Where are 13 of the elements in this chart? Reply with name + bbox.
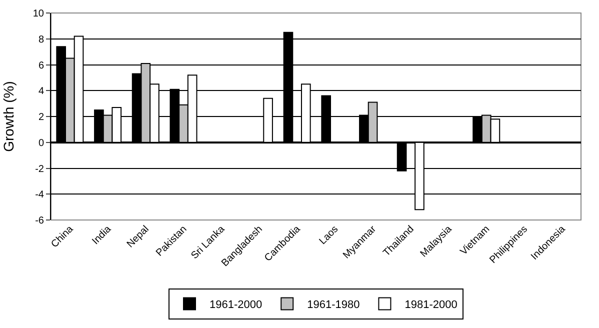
y-tick-label: 8 bbox=[38, 34, 44, 46]
y-tick-label: 0 bbox=[38, 138, 44, 149]
legend-label: 1961-1980 bbox=[307, 299, 360, 312]
y-tick-label: 6 bbox=[38, 60, 44, 72]
y-tick-label: 2 bbox=[38, 112, 44, 123]
legend-label: 1981-2000 bbox=[404, 299, 458, 312]
y-tick-label: 4 bbox=[38, 86, 44, 98]
y-tick-label: -2 bbox=[35, 164, 44, 175]
y-tick-label: 10 bbox=[32, 8, 44, 20]
y-tick-label: -4 bbox=[35, 190, 44, 201]
y-axis-title: Growth (%) bbox=[0, 81, 16, 152]
legend-label: 1961-2000 bbox=[210, 299, 262, 312]
y-tick-label: -6 bbox=[35, 216, 44, 226]
